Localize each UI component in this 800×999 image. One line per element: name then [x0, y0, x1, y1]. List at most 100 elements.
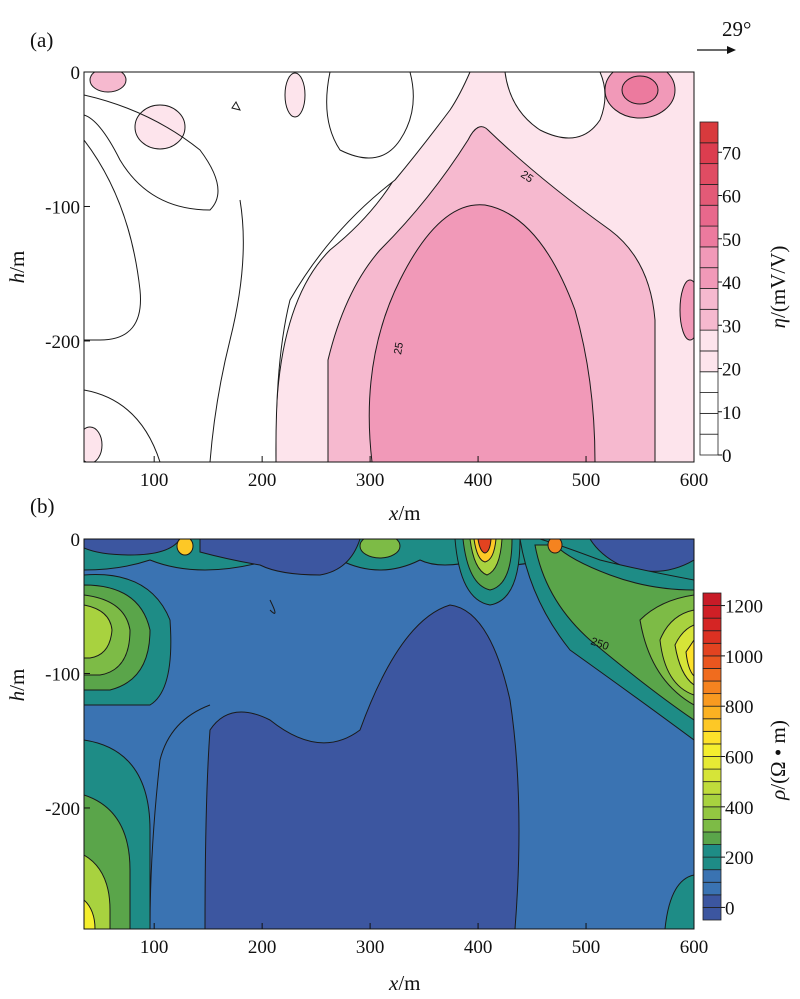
x-tick-label: 400: [464, 937, 493, 958]
panel-b-label: (b): [30, 494, 55, 518]
colorbar-swatch: [699, 163, 719, 185]
colorbar-tick-label: 30: [722, 316, 741, 337]
x-tick-label: 600: [680, 470, 709, 491]
colorbar-tick-label: 0: [722, 446, 732, 467]
colorbar-swatch: [699, 142, 719, 165]
colorbar-a: 70 60 50 40 30 20 10 0: [699, 121, 741, 467]
colorbar-swatch: [702, 680, 722, 695]
colorbar-swatch: [699, 412, 719, 435]
colorbar-tick-label: 50: [722, 230, 741, 251]
colorbar-tick-label: 400: [725, 798, 754, 819]
colorbar-swatch: [702, 630, 722, 644]
colorbar-swatch: [699, 204, 719, 227]
colorbar-swatch: [702, 668, 722, 682]
x-tick-label: 300: [356, 937, 385, 958]
colorbar-swatch: [699, 246, 719, 269]
north-arrow-label: 29°: [722, 17, 751, 41]
colorbar-swatch: [702, 781, 722, 795]
plot-frame-a: [83, 71, 695, 463]
colorbar-label-a: η/(mV/V): [766, 246, 790, 329]
chart-b: (b): [5, 494, 790, 995]
y-tick-label: -200: [45, 332, 80, 353]
colorbar-swatch: [702, 881, 722, 896]
x-tick-label: 500: [572, 470, 601, 491]
panel-a-label: (a): [30, 28, 53, 52]
y-axis-label-b: h/m: [5, 669, 29, 702]
colorbar-swatch: [702, 617, 722, 632]
colorbar-swatch: [699, 371, 719, 393]
colorbar-swatch: [702, 907, 722, 921]
colorbar-tick-label: 40: [722, 273, 741, 294]
colorbar-swatch: [702, 705, 722, 720]
x-axis-label-a: x/m: [388, 501, 421, 525]
colorbar-swatch: [702, 693, 722, 707]
x-tick-label: 100: [140, 470, 169, 491]
axis-ticks-a: 100 200 300 400 500 600 0 -100 -200: [45, 63, 708, 491]
colorbar-swatch: [699, 184, 719, 206]
y-axis-label-a: h/m: [5, 251, 29, 284]
colorbar-swatch: [702, 844, 722, 858]
colorbar-swatch: [699, 267, 719, 289]
contour-region-b-lowres: [204, 604, 520, 929]
contour-fill-b: [84, 539, 694, 929]
colorbar-swatch: [702, 818, 722, 833]
colorbar-tick-label: 800: [725, 697, 754, 718]
colorbar-b: 1200 1000 800 600 400 200 0: [702, 592, 763, 921]
y-tick-label: -100: [45, 664, 80, 685]
north-arrow-icon: [697, 46, 736, 54]
x-tick-label: 400: [464, 470, 493, 491]
colorbar-swatch: [702, 605, 722, 619]
x-tick-label: 100: [140, 937, 169, 958]
colorbar-swatch: [702, 869, 722, 883]
colorbar-swatch: [702, 743, 722, 757]
chart-a: (a): [5, 17, 790, 525]
colorbar-swatch: [702, 894, 722, 908]
colorbar-tick-label: 70: [722, 143, 741, 164]
x-tick-label: 200: [248, 470, 277, 491]
colorbar-swatch: [699, 225, 719, 248]
plot-frame-b: [83, 538, 695, 930]
colorbar-swatch: [702, 806, 722, 820]
colorbar-swatch: [702, 592, 722, 606]
colorbar-tick-label: 1200: [725, 597, 763, 618]
colorbar-swatch: [699, 308, 719, 331]
axis-ticks-b: 100 200 300 400 500 600 0 -100 -200: [45, 530, 708, 958]
x-tick-label: 300: [356, 470, 385, 491]
colorbar-tick-label: 0: [725, 898, 735, 919]
colorbar-swatch: [699, 392, 719, 414]
colorbar-swatch: [702, 856, 722, 871]
x-tick-label: 200: [248, 937, 277, 958]
colorbar-swatch: [699, 121, 719, 144]
colorbar-tick-label: 60: [722, 187, 741, 208]
y-tick-label: -100: [45, 197, 80, 218]
contour-region-a-core: [368, 204, 596, 462]
colorbar-swatch: [702, 655, 722, 669]
colorbar-swatch: [702, 756, 722, 770]
colorbar-tick-label: 10: [722, 403, 741, 424]
colorbar-swatch: [699, 433, 719, 456]
colorbar-swatch: [702, 793, 722, 808]
colorbar-swatch: [702, 768, 722, 783]
colorbar-tick-label: 200: [725, 848, 754, 869]
x-tick-label: 500: [572, 937, 601, 958]
colorbar-swatch: [702, 718, 722, 732]
colorbar-label-b: ρ/(Ω • m): [766, 720, 790, 801]
contour-label-b-1: 250: [589, 636, 610, 654]
contour-fill-a: [84, 72, 694, 462]
colorbar-tick-label: 1000: [725, 647, 763, 668]
colorbar-swatch: [699, 329, 719, 352]
contour-label-a-2: 25: [392, 341, 406, 355]
y-tick-label: -200: [45, 799, 80, 820]
y-tick-label: 0: [71, 530, 81, 551]
contour-label-a-1: 25: [518, 169, 535, 186]
colorbar-tick-label: 20: [722, 360, 741, 381]
y-tick-label: 0: [71, 63, 81, 84]
x-axis-label-b: x/m: [388, 971, 421, 995]
x-tick-label: 600: [680, 937, 709, 958]
colorbar-swatch: [702, 642, 722, 657]
colorbar-swatch: [702, 730, 722, 745]
colorbar-swatch: [699, 350, 719, 373]
colorbar-tick-label: 600: [725, 748, 754, 769]
colorbar-swatch: [702, 831, 722, 845]
